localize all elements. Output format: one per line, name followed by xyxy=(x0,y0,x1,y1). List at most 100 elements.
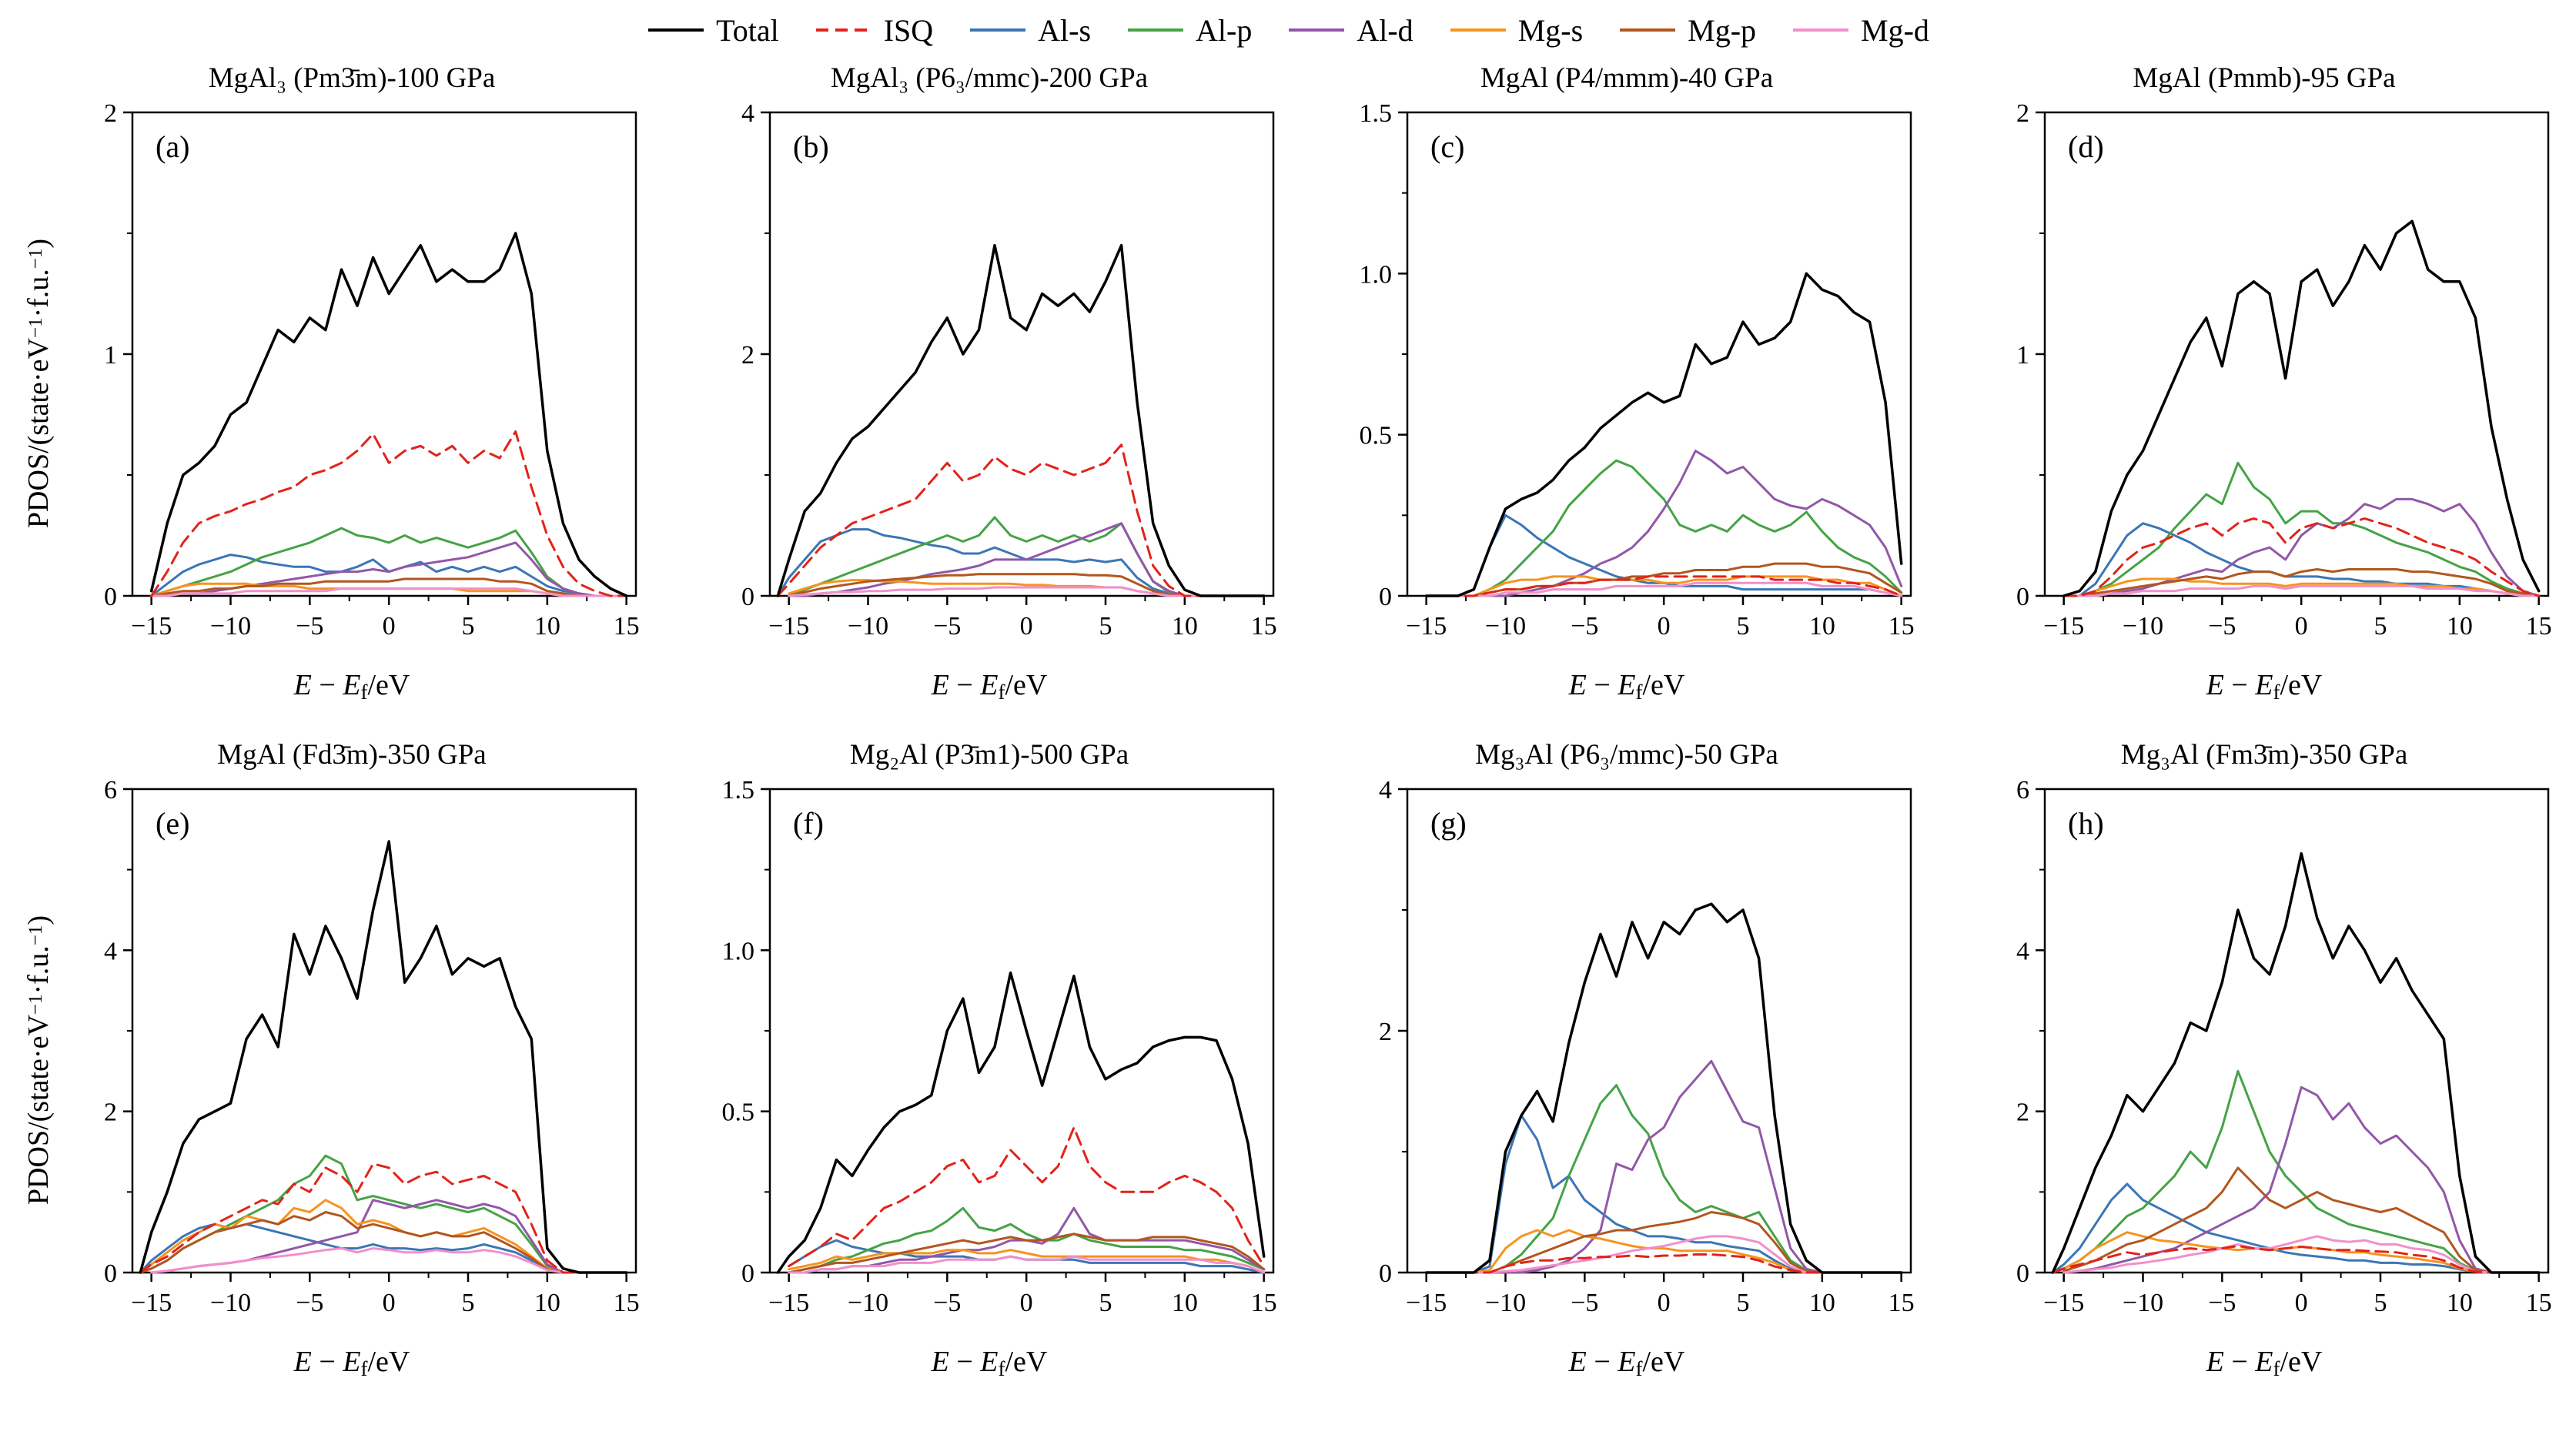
series-mg_d xyxy=(2062,584,2541,597)
y-tick-label: 0 xyxy=(741,1259,754,1288)
y-axis-label: PDOS/(state·eV−1·f.u.−1) xyxy=(1290,100,1330,666)
plot-area: −15 −10 −5 0 5 10 15 0 1 2 (a) xyxy=(55,99,648,666)
x-tick-label: −15 xyxy=(768,612,809,641)
y-tick-label: 1.5 xyxy=(722,777,755,804)
series-mg_p xyxy=(788,1233,1266,1274)
legend-item-al_d: Al-d xyxy=(1287,12,1413,48)
y-tick-label: 0 xyxy=(104,1259,117,1288)
y-axis-label: PDOS/(state·eV−1·f.u.−1) xyxy=(1928,100,1968,666)
legend: Total ISQ Al-s Al-p Al-d Mg-s Mg-p Mg-d xyxy=(15,6,2561,54)
y-tick-label: 0 xyxy=(2016,583,2029,611)
panel-letter: (e) xyxy=(156,806,189,841)
legend-label: Mg-p xyxy=(1688,12,1757,48)
x-axis-label: E − Ef/eV xyxy=(1568,1346,1685,1380)
series-al_p xyxy=(1425,1084,1903,1274)
panel-letter: (g) xyxy=(1430,806,1467,841)
series-isq xyxy=(1425,575,1903,597)
x-tick-label: −5 xyxy=(933,612,961,641)
x-tick-label: 15 xyxy=(1889,612,1915,641)
panel-svg: −15 −10 −5 0 5 10 15 0 0.5 1.0 1.5 (f) xyxy=(722,776,1277,1317)
legend-item-al_p: Al-p xyxy=(1126,12,1252,48)
x-tick-label: 15 xyxy=(1251,1289,1277,1317)
legend-label: Al-s xyxy=(1038,12,1092,48)
legend-label: ISQ xyxy=(883,12,934,48)
axes-frame xyxy=(2043,788,2550,1274)
panel-b: MgAl₃ (P6₃/mmc)-200 GPa PDOS/(state·eV−1… xyxy=(653,57,1286,707)
series-mg_d xyxy=(150,587,628,597)
x-tick-label: 10 xyxy=(1809,612,1835,641)
series-mg_d xyxy=(1425,581,1903,597)
x-tick-label: −10 xyxy=(1485,612,1526,641)
plot-area: −15 −10 −5 0 5 10 15 0 0.5 1.0 1.5 (f) xyxy=(693,776,1286,1343)
x-tick-label: 10 xyxy=(534,612,560,641)
legend-line-mg_p-icon xyxy=(1620,28,1676,32)
series-mg_p xyxy=(2062,1166,2541,1274)
panel-svg: −15 −10 −5 0 5 10 15 0 2 4 6 (e) xyxy=(104,776,640,1317)
plot-area: −15 −10 −5 0 5 10 15 0 0.5 1.0 1.5 (c) xyxy=(1330,99,1923,666)
x-tick-label: −15 xyxy=(2043,612,2084,641)
y-tick-label: 4 xyxy=(104,937,117,965)
legend-line-mg_d-icon xyxy=(1793,28,1849,32)
series-al_p xyxy=(2062,461,2541,597)
panel-letter: (d) xyxy=(2068,129,2104,164)
panel-title: Mg₃Al (P6₃/mmc)-50 GPa xyxy=(1475,739,1778,771)
x-tick-label: 0 xyxy=(383,1289,396,1317)
legend-line-isq-icon xyxy=(815,28,871,32)
panel-letter: (f) xyxy=(793,806,824,841)
series-isq xyxy=(1425,1253,1903,1274)
y-tick-label: 1.5 xyxy=(1360,100,1393,128)
panel-title: Mg₂Al (P3̄m1)-500 GPa xyxy=(849,739,1129,771)
x-tick-label: 15 xyxy=(614,1289,640,1317)
x-tick-label: −5 xyxy=(296,612,323,641)
series-al_p xyxy=(150,527,628,597)
x-tick-label: 0 xyxy=(1020,1289,1033,1317)
x-tick-label: 5 xyxy=(1737,612,1750,641)
panel-a: MgAl₃ (Pm3̄m)-100 GPa PDOS/(state·eV−1·f… xyxy=(15,57,648,707)
x-tick-label: 10 xyxy=(1809,1289,1835,1317)
x-axis-label: E − Ef/eV xyxy=(931,669,1048,704)
plot-area: −15 −10 −5 0 5 10 15 0 2 4 (b) xyxy=(693,99,1286,666)
axes-frame xyxy=(768,111,1275,597)
series-total xyxy=(776,971,1266,1274)
y-tick-label: 0 xyxy=(2016,1259,2029,1288)
series-al_d xyxy=(150,1199,628,1274)
series-mg_d xyxy=(2062,1235,2541,1274)
x-tick-label: −10 xyxy=(210,1289,251,1317)
x-axis-label: E − Ef/eV xyxy=(931,1346,1048,1380)
panels-grid: MgAl₃ (Pm3̄m)-100 GPa PDOS/(state·eV−1·f… xyxy=(15,57,2561,1384)
y-tick-label: 0 xyxy=(741,583,754,611)
series-isq xyxy=(139,1162,628,1274)
x-tick-label: −10 xyxy=(1485,1289,1526,1317)
series-isq xyxy=(776,443,1266,597)
legend-item-mg_p: Mg-p xyxy=(1618,12,1756,48)
y-tick-label: 0 xyxy=(1379,1259,1392,1288)
panel-title: MgAl₃ (P6₃/mmc)-200 GPa xyxy=(830,62,1149,94)
x-tick-label: −5 xyxy=(2208,1289,2236,1317)
y-tick-label: 0 xyxy=(104,583,117,611)
series-al_d xyxy=(1425,1059,1903,1274)
x-tick-label: −15 xyxy=(131,1289,172,1317)
series-mg_p xyxy=(2062,568,2541,597)
axes-frame xyxy=(768,788,1275,1274)
x-tick-label: 15 xyxy=(1889,1289,1915,1317)
series-total xyxy=(139,840,628,1274)
panel-f: Mg₂Al (P3̄m1)-500 GPa PDOS/(state·eV−1·f… xyxy=(653,734,1286,1384)
x-tick-label: −5 xyxy=(1571,612,1598,641)
y-tick-label: 2 xyxy=(2016,1099,2029,1127)
legend-item-isq: ISQ xyxy=(815,12,933,48)
series-total xyxy=(2062,219,2541,597)
y-axis-label: PDOS/(state·eV−1·f.u.−1) xyxy=(22,915,55,1205)
y-tick-label: 2 xyxy=(1379,1018,1392,1046)
panel-title: MgAl (P4/mmm)-40 GPa xyxy=(1480,62,1774,94)
series-total xyxy=(1424,902,1903,1274)
panel-svg: −15 −10 −5 0 5 10 15 0 0.5 1.0 1.5 (c) xyxy=(1360,99,1915,641)
legend-label: Al-d xyxy=(1357,12,1413,48)
series-total xyxy=(1424,272,1903,597)
legend-line-al_d-icon xyxy=(1289,28,1345,32)
y-tick-label: 2 xyxy=(104,100,117,128)
x-tick-label: 10 xyxy=(2447,1289,2473,1317)
panel-letter: (b) xyxy=(793,129,829,164)
legend-item-total: Total xyxy=(647,12,779,48)
series-al_s xyxy=(2051,1182,2541,1274)
x-tick-label: −15 xyxy=(1406,612,1447,641)
